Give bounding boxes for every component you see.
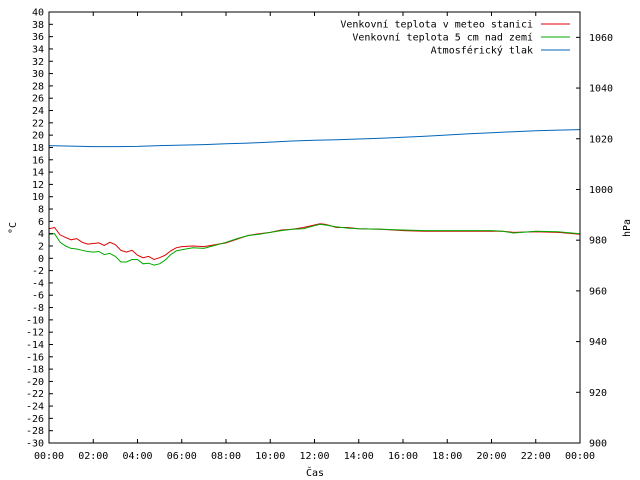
y-left-tick-label: 38 — [32, 20, 44, 31]
y-left-tick-label: 30 — [32, 69, 44, 80]
tick-label-layer: -30-28-26-24-22-20-18-16-14-12-10-8-6-4-… — [26, 8, 613, 463]
y-left-tick-label: 40 — [32, 8, 44, 19]
y-right-tick-label: 980 — [589, 236, 607, 247]
x-tick-label: 12:00 — [299, 451, 329, 462]
x-tick-label: 02:00 — [78, 451, 108, 462]
y-left-tick-label: 24 — [32, 106, 44, 117]
y-left-tick-label: -2 — [32, 266, 44, 277]
y-left-tick-label: 6 — [38, 217, 44, 228]
y-right-tick-label: 1000 — [589, 185, 613, 196]
y-right-tick-label: 1060 — [589, 33, 613, 44]
y-right-tick-label: 1020 — [589, 134, 613, 145]
y-left-tick-label: -12 — [26, 328, 44, 339]
x-tick-label: 00:00 — [34, 451, 64, 462]
y-left-tick-label: 22 — [32, 118, 44, 129]
x-tick-label: 10:00 — [255, 451, 285, 462]
y-right-tick-label: 940 — [589, 337, 607, 348]
legend: Venkovní teplota v meteo staniciVenkovní… — [340, 19, 570, 57]
y-left-tick-label: 8 — [38, 205, 44, 216]
x-tick-label: 14:00 — [344, 451, 374, 462]
y-left-tick-label: 16 — [32, 155, 44, 166]
y-left-tick-label: 28 — [32, 81, 44, 92]
y-left-tick-label: -22 — [26, 389, 44, 400]
y-left-tick-label: -6 — [32, 291, 44, 302]
y-left-tick-label: 14 — [32, 168, 44, 179]
x-tick-label: 20:00 — [476, 451, 506, 462]
y-left-tick-label: -14 — [26, 340, 44, 351]
y-left-tick-label: -16 — [26, 352, 44, 363]
y-left-tick-label: 10 — [32, 192, 44, 203]
y-left-axis-label: °C — [8, 222, 19, 234]
series-line-1 — [48, 223, 581, 261]
y-left-tick-label: 34 — [32, 44, 44, 55]
x-tick-label: 00:00 — [565, 451, 595, 462]
y-left-tick-label: 18 — [32, 143, 44, 154]
y-left-tick-label: 32 — [32, 57, 44, 68]
x-tick-label: 04:00 — [122, 451, 152, 462]
y-left-tick-label: 12 — [32, 180, 44, 191]
y-left-tick-label: -18 — [26, 365, 44, 376]
y-left-tick-label: 36 — [32, 32, 44, 43]
y-right-tick-label: 1040 — [589, 84, 613, 95]
y-left-tick-label: -26 — [26, 414, 44, 425]
y-left-tick-label: -24 — [26, 402, 44, 413]
y-left-tick-label: -8 — [32, 303, 44, 314]
x-tick-label: 08:00 — [211, 451, 241, 462]
legend-label-2: Venkovní teplota 5 cm nad zemí — [352, 32, 533, 44]
legend-label-3: Atmosférický tlak — [431, 45, 533, 57]
legend-label-1: Venkovní teplota v meteo stanici — [340, 19, 533, 31]
y-right-tick-label: 900 — [589, 439, 607, 450]
y-left-tick-label: -30 — [26, 439, 44, 450]
x-tick-label: 18:00 — [432, 451, 462, 462]
plot-frame — [48, 11, 581, 444]
x-tick-label: 16:00 — [388, 451, 418, 462]
y-right-tick-label: 960 — [589, 286, 607, 297]
y-left-tick-label: 0 — [38, 254, 44, 265]
y-left-tick-label: -20 — [26, 377, 44, 388]
series-line-2 — [48, 223, 581, 266]
x-tick-label: 06:00 — [167, 451, 197, 462]
y-left-tick-label: -4 — [32, 278, 44, 289]
y-left-tick-label: 4 — [38, 229, 44, 240]
x-tick-label: 22:00 — [521, 451, 551, 462]
y-left-tick-label: 2 — [38, 241, 44, 252]
y-left-tick-label: -10 — [26, 315, 44, 326]
x-axis-label: Čas — [306, 466, 324, 479]
y-right-axis-label: hPa — [622, 219, 633, 237]
y-left-tick-label: 26 — [32, 94, 44, 105]
series-line-3 — [48, 129, 581, 148]
y-left-tick-label: 20 — [32, 131, 44, 142]
y-right-tick-label: 920 — [589, 388, 607, 399]
tick-layer — [48, 11, 581, 444]
y-left-tick-label: -28 — [26, 426, 44, 437]
series-layer — [48, 129, 581, 266]
